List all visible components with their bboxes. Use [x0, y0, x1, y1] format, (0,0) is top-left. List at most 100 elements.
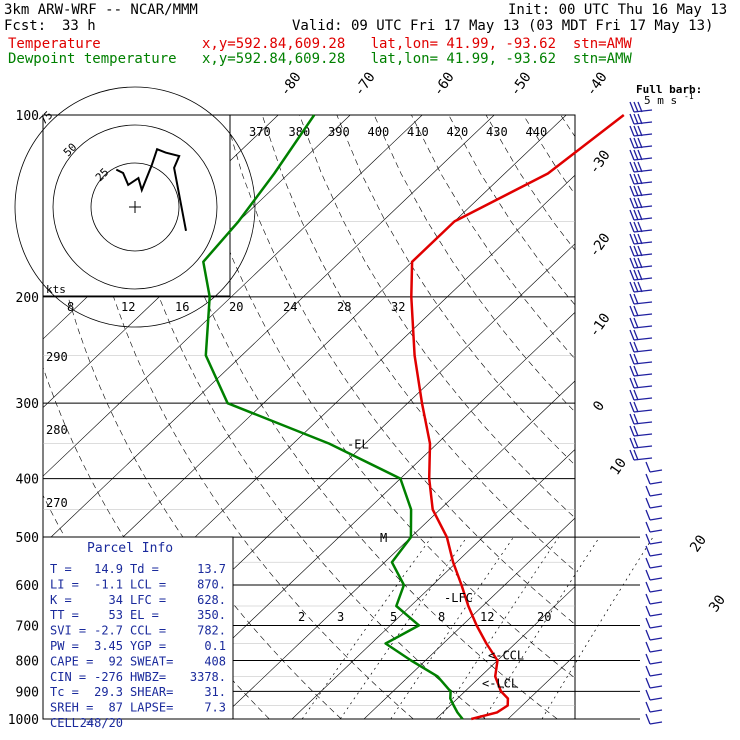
- mixing-ratio-lines: [301, 536, 654, 719]
- parcel-info-cell: -276: [94, 670, 123, 684]
- parcel-info-cell: -2.7: [94, 624, 123, 638]
- wind-barb: [649, 721, 663, 725]
- parcel-info-cell: -1.1: [94, 577, 123, 591]
- wind-barb-flag: [645, 617, 651, 629]
- parcel-info-cell: 53: [109, 608, 123, 622]
- wind-barb-flag: [637, 209, 643, 221]
- wind-barb-flag: [629, 305, 635, 317]
- pressure-tick-label: 700: [16, 619, 39, 634]
- hodograph-ring: [52, 124, 218, 290]
- parcel-info-cell: 3.45: [94, 639, 123, 653]
- isotherm-label: -20: [586, 230, 614, 260]
- wind-barb: [649, 565, 663, 569]
- parcel-info-cell: SWEAT=: [130, 654, 173, 668]
- wind-barb: [633, 385, 653, 389]
- wind-barb-flag: [629, 257, 635, 269]
- wind-barb-flag: [629, 233, 635, 245]
- wind-barb-flag: [633, 197, 639, 209]
- knots-axis-tick: 12: [121, 300, 135, 314]
- wind-barb-flag: [637, 269, 643, 281]
- wind-barb-flag: [645, 557, 651, 569]
- hodograph-box: [42, 114, 231, 297]
- wind-legend-value: 5 m s: [644, 94, 677, 107]
- parcel-info-cell: 350.: [197, 608, 226, 622]
- dewpoint-legend: Dewpoint temperature: [8, 51, 177, 67]
- wind-barb: [633, 409, 653, 413]
- wind-barb-flag: [645, 569, 651, 581]
- wind-barb-flag: [637, 245, 643, 257]
- parcel-info-cell: YGP =: [130, 639, 166, 653]
- parcel-info-cell: LFC =: [130, 593, 166, 607]
- isotherm-label: 0: [590, 398, 608, 414]
- wind-barb-flag: [629, 389, 635, 401]
- wind-barb-flag: [629, 269, 635, 281]
- knots-axis-tick: 20: [229, 300, 243, 314]
- wind-barb: [649, 697, 663, 701]
- wind-barb-flag: [629, 245, 635, 257]
- pressure-tick-label: 300: [16, 397, 39, 412]
- wind-barb-flag: [629, 317, 635, 329]
- wind-barb: [633, 313, 653, 317]
- wind-barb-flag: [633, 449, 639, 461]
- wind-barb-flag: [633, 185, 639, 197]
- wind-barb: [633, 229, 653, 233]
- wind-barb-flag: [637, 197, 643, 209]
- wind-barb-flag: [629, 185, 635, 197]
- wind-barb: [633, 121, 653, 125]
- dry-adiabat: [598, 115, 740, 719]
- isotherm-line: [147, 311, 575, 719]
- theta-label: 270: [46, 496, 68, 510]
- wind-barb: [633, 433, 653, 437]
- theta-e-label: 440: [526, 125, 548, 139]
- wind-barb-flag: [637, 233, 643, 245]
- forecast-label: Fcst:: [4, 18, 47, 34]
- wind-barb-flag: [645, 485, 651, 497]
- wind-barb-flag: [645, 473, 651, 485]
- parcel-info-cell: 87: [109, 701, 123, 715]
- wind-barb-flag: [629, 365, 635, 377]
- wind-barb-flag: [637, 185, 643, 197]
- wind-barb-flag: [633, 125, 639, 137]
- wind-barb: [649, 517, 663, 521]
- wind-barb-flag: [633, 425, 639, 437]
- isotherm-label: -30: [586, 147, 614, 177]
- wind-barb: [633, 157, 653, 161]
- pressure-tick-label: 800: [16, 654, 39, 669]
- wind-barb-flag: [629, 173, 635, 185]
- wind-barb-flag: [629, 353, 635, 365]
- wind-barb-flag: [637, 113, 643, 125]
- mixing-ratio-label: 20: [537, 610, 551, 624]
- level-annotation: <-CCL: [488, 648, 524, 662]
- wind-barb-flag: [633, 137, 639, 149]
- dewpoint-location: x,y=592.84,609.28 lat,lon= 41.99, -93.62…: [202, 51, 632, 67]
- wind-barb-flag: [629, 149, 635, 161]
- wind-barb-flag: [629, 209, 635, 221]
- parcel-info-cell: CCL =: [130, 624, 166, 638]
- wind-barb-flag: [629, 341, 635, 353]
- wind-barb-flag: [637, 161, 643, 173]
- wind-barb: [633, 349, 653, 353]
- wind-barb: [633, 217, 653, 221]
- wind-barb-flag: [629, 413, 635, 425]
- wind-barb-flag: [633, 401, 639, 413]
- parcel-info-cell: TT =: [50, 608, 79, 622]
- parcel-info-cell: 7.3: [204, 701, 226, 715]
- knots-axis-tick: 8: [67, 300, 74, 314]
- wind-barb: [649, 601, 663, 605]
- wind-barb-flag: [645, 677, 651, 689]
- wind-barb-flag: [637, 125, 643, 137]
- wind-barb-flag: [633, 173, 639, 185]
- parcel-info-cell: 0.1: [204, 639, 226, 653]
- wind-barb: [633, 133, 653, 137]
- wind-barb-flag: [645, 701, 651, 713]
- dry-adiabat: [336, 115, 575, 466]
- valid-time: Valid: 09 UTC Fri 17 May 13 (03 MDT Fri …: [292, 18, 714, 34]
- dewpoint-trace: [202, 114, 464, 720]
- wind-barb-flag: [633, 245, 639, 257]
- dry-adiabat: [672, 115, 740, 719]
- parcel-info-cell: 628.: [197, 593, 226, 607]
- wind-barb-flag: [645, 497, 651, 509]
- wind-barb-flag: [645, 629, 651, 641]
- parcel-info-cell: SHEAR=: [130, 685, 173, 699]
- isotherm-line: [43, 115, 495, 546]
